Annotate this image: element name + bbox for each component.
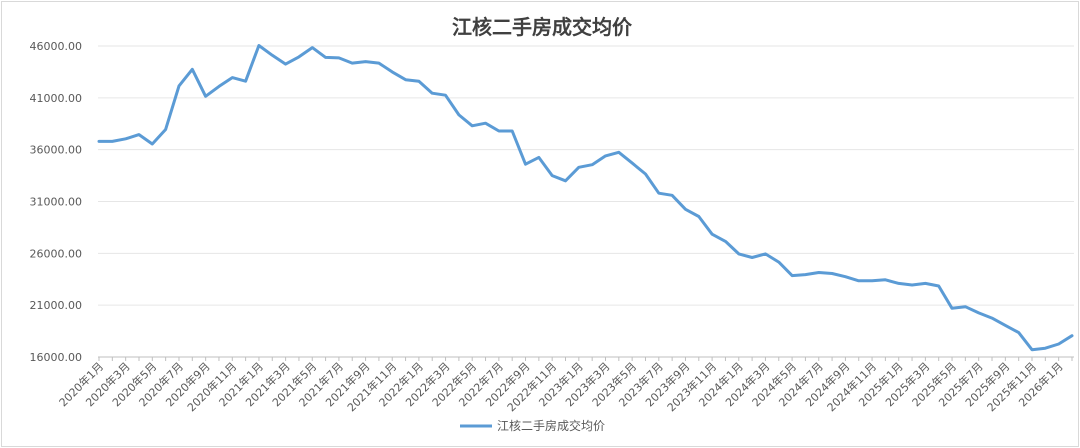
- y-axis-tick-labels: 16000.00 21000.00 26000.00 31000.00 36000.00…: [30, 40, 83, 364]
- legend: 江核二手房成交均价: [460, 418, 605, 433]
- data-point: [924, 282, 927, 285]
- data-point: [951, 307, 954, 310]
- data-point: [471, 124, 474, 127]
- data-point: [417, 80, 420, 83]
- data-point: [124, 137, 127, 140]
- data-point: [164, 128, 167, 131]
- data-point: [391, 70, 394, 73]
- data-point: [444, 94, 447, 97]
- data-point: [604, 154, 607, 157]
- data-point: [564, 179, 567, 182]
- x-axis-tick-marks: [98, 357, 1073, 361]
- data-point: [1044, 347, 1047, 350]
- data-point: [684, 208, 687, 211]
- data-point: [204, 95, 207, 98]
- data-point: [364, 60, 367, 63]
- y-tick-label: 36000.00: [30, 144, 83, 157]
- data-point: [897, 282, 900, 285]
- data-point: [351, 62, 354, 65]
- data-point: [697, 215, 700, 218]
- data-point: [551, 174, 554, 177]
- data-point: [311, 46, 314, 49]
- data-point: [817, 271, 820, 274]
- data-point: [524, 163, 527, 166]
- data-point: [231, 76, 234, 79]
- data-point: [991, 317, 994, 320]
- data-point: [937, 284, 940, 287]
- series-line: [97, 44, 1074, 352]
- data-point: [271, 54, 274, 57]
- legend-label: 江核二手房成交均价: [497, 418, 605, 433]
- data-point: [1004, 324, 1007, 327]
- data-point: [1071, 334, 1074, 337]
- data-point: [1031, 348, 1034, 351]
- data-point: [724, 240, 727, 243]
- data-point: [737, 252, 740, 255]
- data-point: [1017, 331, 1020, 334]
- data-point: [751, 256, 754, 259]
- data-point: [964, 305, 967, 308]
- data-point: [98, 140, 101, 143]
- y-tick-label: 46000.00: [30, 40, 83, 53]
- data-point: [257, 44, 260, 47]
- data-point: [977, 311, 980, 314]
- data-point: [404, 78, 407, 81]
- y-tick-label: 26000.00: [30, 247, 83, 260]
- data-point: [431, 92, 434, 95]
- data-point: [577, 166, 580, 169]
- data-point: [497, 130, 500, 133]
- data-point: [871, 279, 874, 282]
- data-point: [484, 122, 487, 125]
- data-point: [844, 275, 847, 278]
- data-point: [284, 63, 287, 66]
- data-point: [191, 68, 194, 71]
- data-point: [151, 142, 154, 145]
- data-point: [537, 156, 540, 159]
- data-point: [884, 278, 887, 281]
- data-point: [791, 274, 794, 277]
- data-point: [644, 173, 647, 176]
- data-point: [657, 192, 660, 195]
- data-point: [857, 279, 860, 282]
- series-group: [97, 44, 1074, 352]
- data-point: [244, 80, 247, 83]
- data-point: [337, 56, 340, 59]
- data-point: [111, 140, 114, 143]
- y-tick-label: 31000.00: [30, 196, 83, 209]
- data-point: [511, 130, 514, 133]
- grid-lines: [98, 45, 1074, 306]
- data-point: [137, 133, 140, 136]
- data-point: [177, 84, 180, 87]
- chart-title: 江核二手房成交均价: [452, 15, 633, 39]
- data-point: [591, 163, 594, 166]
- data-point: [297, 55, 300, 58]
- x-axis-tick-labels: 2020年1月2020年3月2020年5月2020年7月2020年9月2020年…: [56, 359, 1066, 414]
- data-point: [831, 272, 834, 275]
- data-point: [777, 261, 780, 264]
- data-point: [671, 194, 674, 197]
- data-point: [631, 162, 634, 165]
- y-tick-label: 16000.00: [30, 351, 83, 364]
- data-point: [324, 56, 327, 59]
- data-point: [911, 283, 914, 286]
- y-tick-label: 21000.00: [30, 299, 83, 312]
- data-point: [457, 113, 460, 116]
- data-point: [804, 273, 807, 276]
- data-point: [377, 62, 380, 65]
- data-point: [764, 252, 767, 255]
- y-tick-label: 41000.00: [30, 92, 83, 105]
- data-point: [617, 151, 620, 154]
- data-point: [217, 85, 220, 88]
- data-point: [711, 233, 714, 236]
- data-point: [1057, 343, 1060, 346]
